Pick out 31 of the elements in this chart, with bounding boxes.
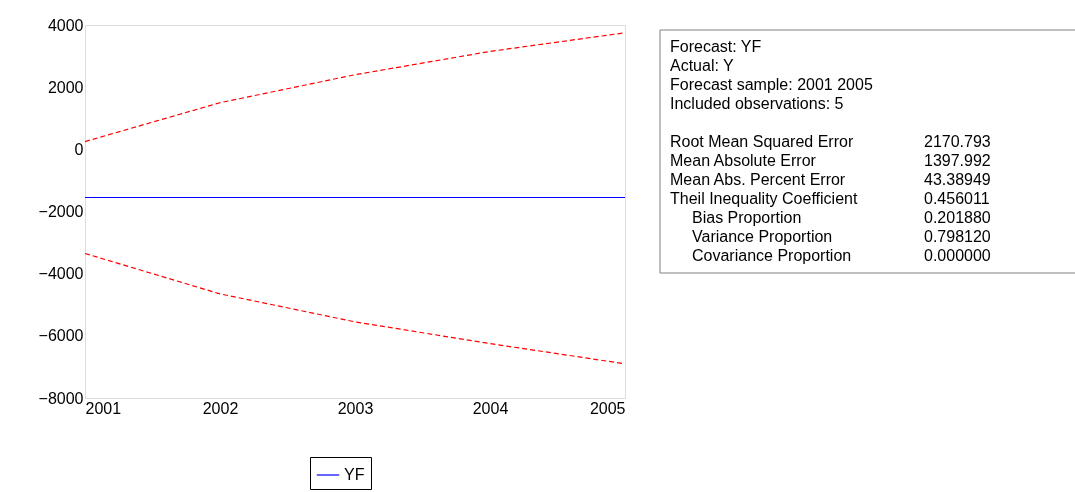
text: Covariance Proportion bbox=[692, 247, 852, 264]
x-tick-label: 2002 bbox=[202, 399, 239, 417]
text: Mean Abs. Percent Error bbox=[670, 171, 846, 188]
text: Theil Inequality Coefficient bbox=[670, 190, 858, 207]
text: 0.201880 bbox=[924, 209, 991, 226]
text: 2170.793 bbox=[924, 133, 991, 150]
legend-label: YF bbox=[344, 466, 365, 483]
text: 0.456011 bbox=[924, 190, 990, 207]
text: Forecast sample: 2001 2005 bbox=[670, 76, 873, 93]
text: Bias Proportion bbox=[692, 209, 802, 226]
text: 43.38949 bbox=[924, 171, 991, 188]
y-tick-label: −2000 bbox=[38, 203, 84, 220]
y-tick-label: −4000 bbox=[38, 265, 84, 283]
text: Included observations: 5 bbox=[670, 95, 844, 112]
text: Root Mean Squared Error bbox=[670, 133, 854, 150]
text: Forecast: YF bbox=[670, 38, 762, 55]
text: Mean Absolute Error bbox=[670, 152, 817, 169]
x-tick-label: 2005 bbox=[589, 399, 626, 417]
x-tick-label: 2004 bbox=[472, 399, 509, 417]
text: 0.000000 bbox=[924, 247, 991, 264]
y-tick-label: −6000 bbox=[38, 327, 84, 345]
y-tick-label: 0 bbox=[74, 140, 84, 158]
y-tick-label: −8000 bbox=[38, 389, 84, 407]
x-tick-label: 2003 bbox=[337, 399, 374, 417]
x-tick-label: 2001 bbox=[85, 399, 122, 417]
text: 0.798120 bbox=[924, 228, 991, 245]
text: Actual: Y bbox=[670, 57, 735, 74]
y-tick-label: 2000 bbox=[47, 78, 84, 96]
text: 1397.992 bbox=[924, 152, 991, 169]
text: Variance Proportion bbox=[692, 228, 833, 245]
y-tick-label: 4000 bbox=[47, 16, 84, 34]
